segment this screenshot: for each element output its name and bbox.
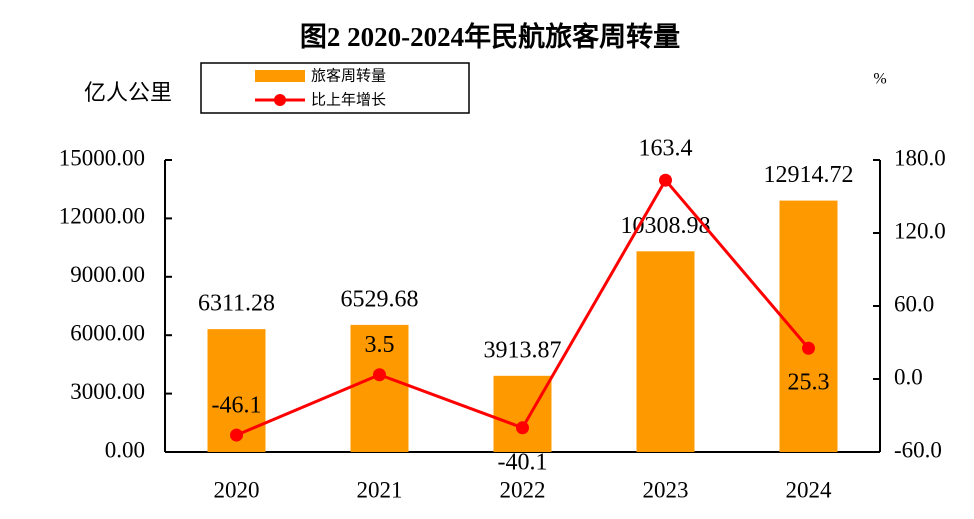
x-tick-label: 2024 [786, 477, 833, 502]
line-point [230, 428, 243, 442]
line-value-label: 163.4 [639, 136, 693, 162]
y-tick-label: 0.00 [105, 437, 145, 462]
x-tick-label: 2023 [643, 477, 689, 502]
bar [350, 324, 409, 452]
line-value-label: 25.3 [788, 370, 830, 396]
y2-tick-label: -60.0 [894, 437, 942, 462]
legend-swatch [255, 70, 305, 82]
bar [493, 375, 552, 452]
x-tick-label: 2021 [357, 477, 403, 502]
line-value-label: -40.1 [498, 449, 548, 475]
y-tick-label: 6000.00 [70, 320, 145, 345]
legend-label: 旅客周转量 [311, 67, 386, 85]
bar [636, 251, 695, 452]
legend-label: 比上年增长 [311, 91, 386, 109]
y2-tick-label: 180.0 [894, 145, 946, 170]
legend-swatch [274, 94, 286, 106]
line-point [373, 368, 386, 382]
line-point [802, 341, 815, 355]
y2-tick-label: 120.0 [894, 218, 946, 243]
y-tick-label: 3000.00 [70, 379, 145, 404]
x-tick-label: 2022 [500, 477, 546, 502]
line-value-label: -46.1 [212, 393, 262, 419]
bar-value-label: 3913.87 [484, 337, 562, 363]
y2-tick-label: 60.0 [894, 291, 934, 316]
y-tick-label: 15000.00 [59, 145, 145, 170]
legend-box [200, 62, 470, 114]
bar-value-label: 12914.72 [764, 162, 854, 188]
y-axis-label: 亿人公里 [84, 81, 172, 106]
bar-value-label: 6529.68 [341, 286, 419, 312]
x-tick-label: 2020 [214, 477, 260, 502]
y2-axis-label: % [873, 71, 886, 88]
line-point [516, 421, 529, 435]
line-point [659, 173, 672, 187]
line-value-label: 3.5 [365, 332, 395, 358]
chart-title: 图2 2020-2024年民航旅客周转量 [300, 21, 680, 52]
bar-value-label: 6311.28 [198, 291, 275, 317]
y-tick-label: 9000.00 [70, 262, 145, 287]
y-tick-label: 12000.00 [59, 204, 145, 229]
y2-tick-label: 0.0 [894, 364, 923, 389]
